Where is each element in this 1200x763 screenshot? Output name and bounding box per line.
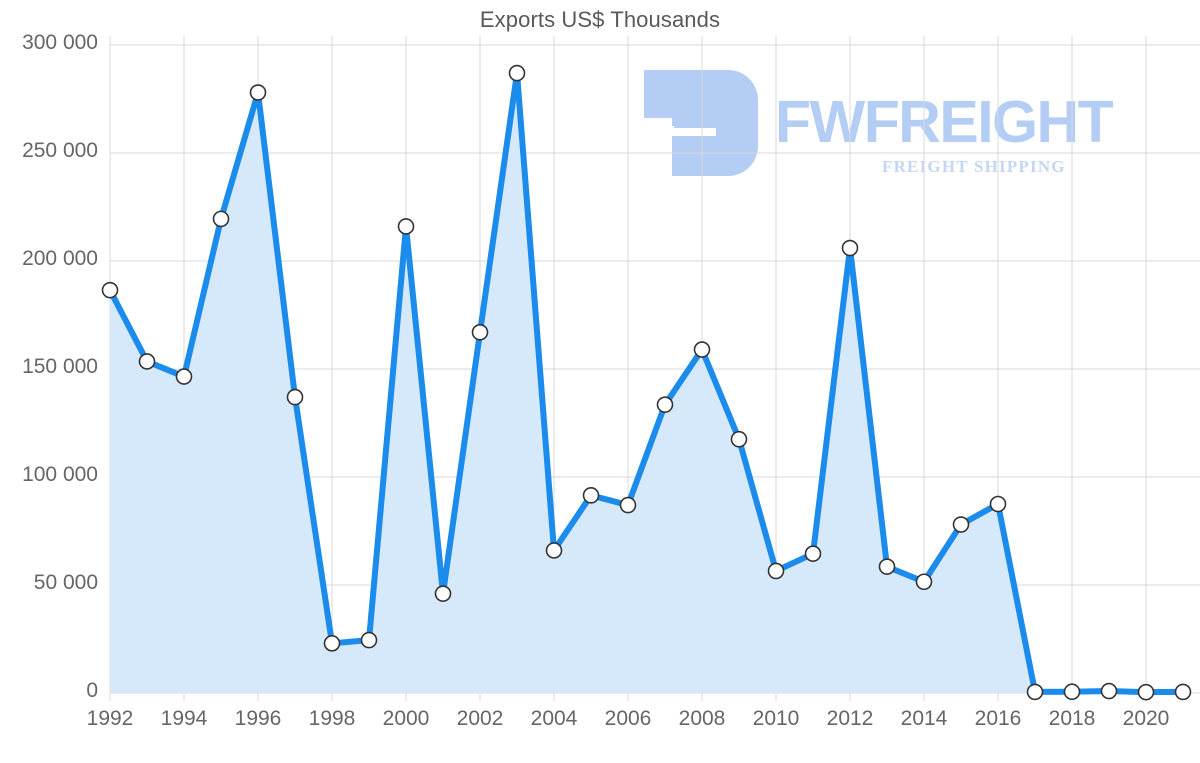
y-axis-tick-label: 150 000 bbox=[22, 355, 98, 378]
x-axis-tick-label: 2014 bbox=[900, 707, 948, 730]
data-point-marker[interactable] bbox=[619, 496, 637, 514]
data-point-marker[interactable] bbox=[175, 368, 193, 385]
y-axis-tick-label: 250 000 bbox=[22, 139, 98, 162]
data-point-marker[interactable] bbox=[101, 281, 119, 299]
chart-title: Exports US$ Thousands bbox=[479, 7, 721, 32]
y-axis-tick-label: 300 000 bbox=[22, 31, 98, 54]
data-point-marker[interactable] bbox=[952, 516, 970, 533]
x-axis-tick-label: 2008 bbox=[678, 707, 726, 730]
data-point-marker[interactable] bbox=[323, 635, 341, 652]
data-point-marker[interactable] bbox=[138, 353, 156, 370]
area-fill-path bbox=[110, 73, 1183, 693]
x-axis-tick-label: 2006 bbox=[604, 707, 652, 730]
y-axis-tick-label: 100 000 bbox=[22, 463, 98, 486]
x-axis-tick-label: 2000 bbox=[382, 707, 430, 730]
y-axis-tick-label: 0 bbox=[86, 679, 98, 702]
data-point-marker[interactable] bbox=[915, 573, 933, 591]
y-axis-tick-label: 50 000 bbox=[33, 571, 98, 594]
data-line bbox=[107, 70, 1186, 696]
data-point-marker[interactable] bbox=[989, 495, 1007, 513]
data-point-marker[interactable] bbox=[471, 323, 489, 341]
data-point-marker[interactable] bbox=[545, 542, 563, 559]
data-point-marker[interactable] bbox=[804, 545, 822, 562]
data-point-marker[interactable] bbox=[582, 487, 600, 504]
area-fill bbox=[110, 73, 1183, 693]
data-point-marker[interactable] bbox=[434, 585, 452, 602]
data-point-marker[interactable] bbox=[397, 218, 415, 235]
data-point-marker[interactable] bbox=[767, 562, 785, 580]
data-point-marker[interactable] bbox=[286, 388, 304, 406]
data-markers bbox=[101, 64, 1192, 701]
x-axis-tick-label: 1992 bbox=[86, 707, 134, 730]
data-point-marker[interactable] bbox=[1026, 683, 1044, 701]
data-point-marker[interactable] bbox=[360, 631, 378, 649]
data-point-marker[interactable] bbox=[693, 341, 711, 358]
x-axis-tick-label: 1994 bbox=[160, 707, 208, 730]
x-axis-tick-label: 2004 bbox=[530, 707, 578, 730]
y-axis-tick-label: 200 000 bbox=[22, 247, 98, 270]
data-point-marker[interactable] bbox=[878, 558, 896, 575]
data-point-marker[interactable] bbox=[730, 430, 748, 448]
x-axis-tick-label: 2018 bbox=[1048, 707, 1096, 730]
x-axis-tick-label: 2012 bbox=[826, 707, 874, 730]
data-point-marker[interactable] bbox=[1174, 683, 1192, 701]
data-point-marker[interactable] bbox=[656, 396, 674, 413]
data-point-marker[interactable] bbox=[1137, 683, 1155, 701]
x-axis-tick-label: 1998 bbox=[308, 707, 356, 730]
data-point-marker[interactable] bbox=[1100, 682, 1118, 700]
data-point-marker[interactable] bbox=[841, 239, 859, 257]
x-axis-tick-label: 2010 bbox=[752, 707, 800, 730]
x-axis-tick-label: 1996 bbox=[234, 707, 282, 730]
x-axis-tick-label: 2020 bbox=[1122, 707, 1170, 730]
data-point-marker[interactable] bbox=[508, 64, 526, 82]
x-axis-tick-label: 2002 bbox=[456, 707, 504, 730]
data-point-marker[interactable] bbox=[212, 210, 230, 228]
data-point-marker[interactable] bbox=[249, 84, 267, 101]
x-axis-tick-label: 2016 bbox=[974, 707, 1022, 730]
data-point-marker[interactable] bbox=[1063, 683, 1081, 701]
series-line-path bbox=[107, 70, 1186, 696]
